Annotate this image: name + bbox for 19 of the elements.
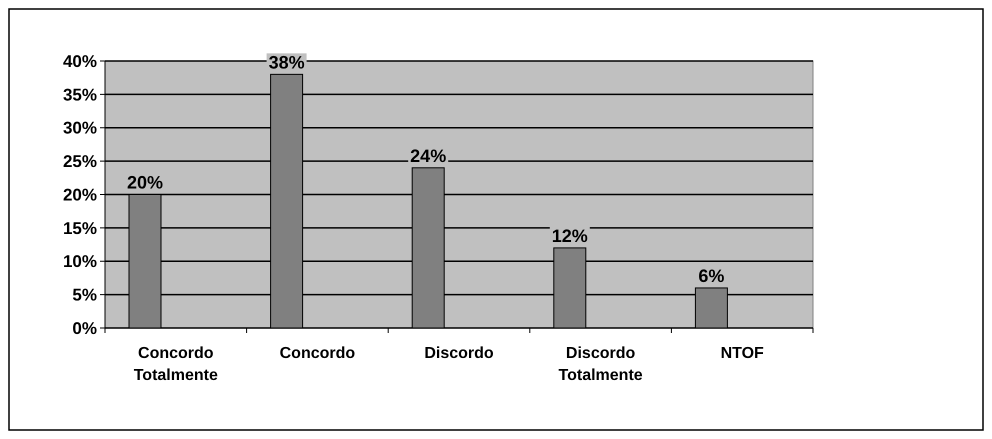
y-tick-label: 10% bbox=[62, 252, 97, 272]
y-tick-label: 20% bbox=[62, 185, 97, 204]
y-tick-label: 5% bbox=[72, 286, 97, 305]
y-tick-label: 30% bbox=[62, 118, 97, 138]
y-tick-label: 40% bbox=[62, 52, 97, 71]
y-tick-label: 0% bbox=[72, 318, 97, 338]
x-tick-label: Discordo Totalmente bbox=[558, 345, 643, 384]
x-tick-label: Discordo bbox=[424, 345, 494, 362]
y-tick-label: 35% bbox=[62, 85, 97, 104]
x-tick-label: Concordo Totalmente bbox=[134, 345, 218, 384]
x-tick-label: Concordo bbox=[280, 345, 356, 362]
x-tick-label: NTOF bbox=[720, 345, 764, 362]
data-label: 12% bbox=[552, 226, 588, 246]
data-label: 24% bbox=[410, 146, 446, 166]
data-label: 20% bbox=[126, 172, 164, 192]
y-tick-label: 15% bbox=[62, 218, 97, 238]
data-label: 6% bbox=[698, 266, 724, 286]
y-tick-label: 25% bbox=[62, 152, 97, 172]
data-label: 38% bbox=[268, 52, 305, 72]
